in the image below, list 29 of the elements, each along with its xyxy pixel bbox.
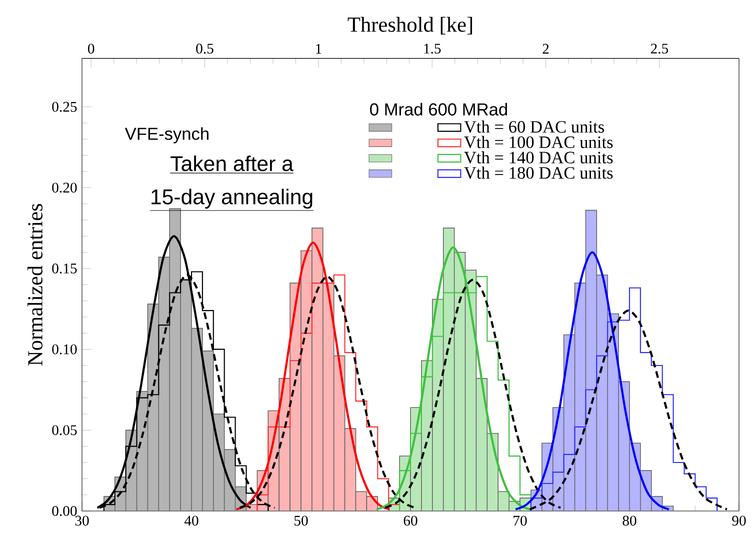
y-tick-label: 0.15 — [52, 264, 77, 274]
legend-label: Vth = 60 DAC units — [464, 120, 604, 133]
y-tick-label: 0.05 — [52, 425, 77, 436]
legend-label: Vth = 100 DAC units — [464, 136, 613, 148]
x2-tick-label: 0 — [88, 44, 94, 54]
legend-label: Vth = 140 DAC units — [464, 151, 613, 164]
x2-tick-label: 1 — [316, 44, 322, 54]
y-tick-label: 0.00 — [52, 506, 77, 516]
x-tick-label: 40 — [184, 516, 198, 526]
legend-label: Vth = 180 DAC units — [464, 166, 613, 179]
x2-tick-label: 1.5 — [424, 44, 441, 54]
y-axis-title: Normalized entries — [27, 204, 42, 366]
y-tick-label: 0.25 — [52, 102, 77, 112]
annotation: Taken after a — [170, 156, 294, 172]
x-tick-label: 70 — [514, 516, 527, 526]
x-tick-label: 60 — [404, 516, 418, 526]
x-tick-label: 30 — [75, 516, 89, 526]
x-tick-label: 90 — [732, 516, 746, 526]
x2-tick-label: 2.5 — [650, 44, 668, 54]
legend-title: 0 Mrad 600 MRad — [370, 102, 507, 116]
annotation: 15-day annealing — [152, 188, 312, 209]
x2-tick-label: 0.5 — [196, 44, 214, 54]
y-tick-label: 0.20 — [52, 182, 77, 193]
x2-axis-title: Threshold [ke] — [348, 16, 472, 34]
y-tick-label: 0.10 — [52, 344, 77, 354]
x-tick-label: 50 — [294, 516, 308, 526]
x2-tick-label: 2 — [542, 44, 549, 54]
annotation: VFE-synch — [124, 127, 208, 144]
x-tick-label: 80 — [622, 516, 636, 526]
